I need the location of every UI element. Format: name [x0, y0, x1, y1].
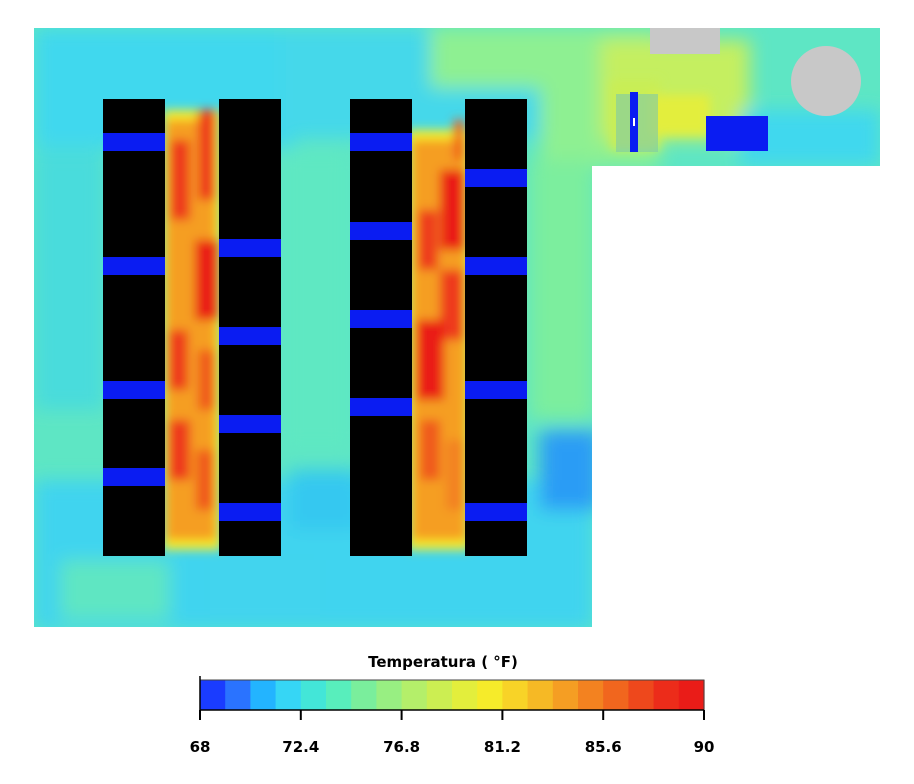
- perforated-tile: [350, 310, 412, 328]
- hot-aisle-right: [408, 120, 470, 550]
- color-swatch: [452, 680, 478, 710]
- color-swatch: [603, 680, 629, 710]
- color-swatch: [477, 680, 503, 710]
- color-swatch: [225, 680, 251, 710]
- color-swatch: [653, 680, 680, 710]
- server-rack-row-2: [219, 99, 281, 556]
- color-swatch: [250, 680, 277, 710]
- scale-tick-label: 68: [190, 738, 211, 756]
- color-swatch: [552, 680, 579, 710]
- perforated-tile: [103, 257, 165, 275]
- color-swatch: [326, 680, 352, 710]
- scale-tick-label: 85.6: [585, 738, 622, 756]
- perforated-tile: [219, 415, 281, 433]
- cooling-tower-unit: [791, 46, 861, 116]
- perforated-tile: [350, 133, 412, 151]
- scale-tick-label: 90: [694, 738, 715, 756]
- color-swatch: [401, 680, 428, 710]
- legend-title: Temperatura ( °F): [368, 653, 518, 671]
- color-swatch: [578, 680, 604, 710]
- scale-tick-label: 72.4: [282, 738, 319, 756]
- color-swatch: [200, 680, 226, 710]
- perforated-tile: [350, 398, 412, 416]
- server-rack-row-4: [465, 99, 527, 556]
- hot-aisle-left: [163, 110, 221, 550]
- color-swatch: [351, 680, 377, 710]
- perforated-tile: [219, 503, 281, 521]
- perforated-tile: [103, 468, 165, 486]
- color-scale-bar: [199, 679, 705, 711]
- server-rack-row-1: [103, 99, 165, 556]
- perforated-tile: [103, 133, 165, 151]
- perforated-tile: [219, 239, 281, 257]
- perforated-tile: [219, 327, 281, 345]
- scale-ticks: 68 72.4 76.8 81.2 85.6 90: [190, 676, 715, 756]
- color-swatch: [275, 680, 302, 710]
- color-swatch: [678, 680, 705, 710]
- perforated-tile: [103, 381, 165, 399]
- perforated-tile: [465, 381, 527, 399]
- color-swatch: [628, 680, 655, 710]
- color-swatch: [426, 680, 453, 710]
- ceiling-return-unit: [650, 28, 720, 54]
- color-swatch: [376, 680, 403, 710]
- scale-tick-label: 76.8: [383, 738, 420, 756]
- perforated-tile: [350, 222, 412, 240]
- perforated-tile: [465, 257, 527, 275]
- color-swatch: [300, 680, 327, 710]
- crac-unit: [706, 116, 768, 151]
- vent-grille: [616, 92, 658, 152]
- server-rack-row-3: [350, 99, 412, 556]
- perforated-tile: [465, 503, 527, 521]
- color-swatch: [502, 680, 529, 710]
- scale-tick-label: 81.2: [484, 738, 521, 756]
- perforated-tile: [465, 169, 527, 187]
- color-swatch: [527, 680, 554, 710]
